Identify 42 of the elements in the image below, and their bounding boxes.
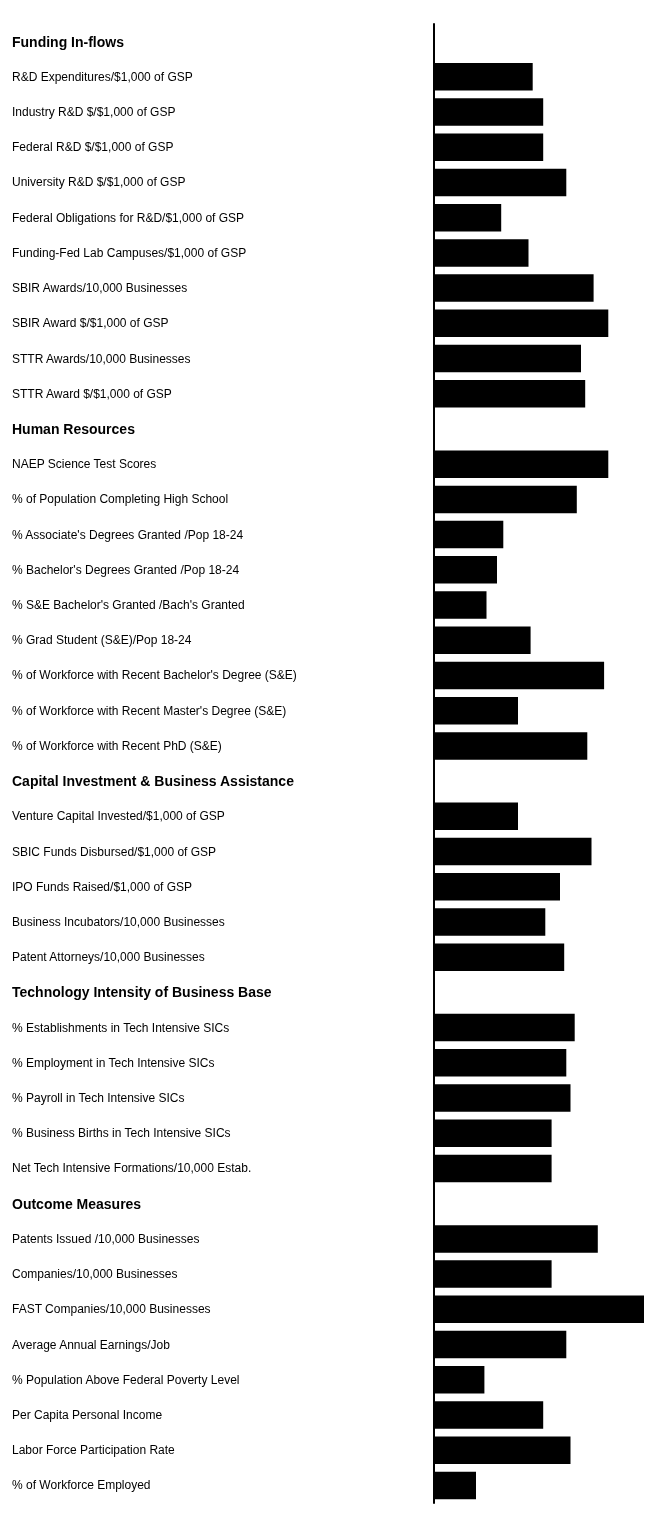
y-tick-label: % Grad Student (S&E)/Pop 18-24 — [12, 633, 192, 648]
y-tick-label: Patent Attorneys/10,000 Businesses — [12, 950, 205, 965]
y-tick-label: % of Workforce with Recent Bachelor's Degree (S&E) — [12, 668, 297, 683]
y-tick-label: Federal Obligations for R&D/$1,000 of GSP — [12, 210, 245, 225]
y-tick-label: Federal R&D $/$1,000 of GSP — [12, 140, 174, 155]
y-tick-label: Labor Force Participation Rate — [12, 1443, 176, 1458]
y-tick-label: % Population Above Federal Poverty Level — [12, 1372, 240, 1387]
y-tick-label: % of Workforce Employed — [12, 1478, 151, 1493]
y-tick-label: % of Workforce with Recent PhD (S&E) — [12, 738, 222, 753]
y-tick-label: Human Resources — [12, 420, 136, 437]
y-tick-label: Per Capita Personal Income — [12, 1407, 163, 1422]
y-tick-label: Patents Issued /10,000 Businesses — [12, 1231, 200, 1246]
y-tick-label: % of Population Completing High School — [12, 492, 229, 507]
y-tick-label: Venture Capital Invested/$1,000 of GSP — [12, 809, 225, 824]
y-tick-label: Capital Investment & Business Assistance — [12, 773, 295, 790]
y-tick-label: FAST Companies/10,000 Businesses — [12, 1302, 211, 1317]
y-tick-label: Funding In-flows — [12, 33, 125, 50]
y-tick-label: SBIR Awards/10,000 Businesses — [12, 281, 188, 296]
y-tick-label: SBIR Award $/$1,000 of GSP — [12, 316, 169, 331]
y-tick-label: % S&E Bachelor's Granted /Bach's Granted — [12, 598, 245, 613]
y-tick-label: % Business Births in Tech Intensive SICs — [12, 1126, 231, 1141]
y-tick-label: Technology Intensity of Business Base — [12, 984, 272, 1001]
y-tick-label: NAEP Science Test Scores — [12, 457, 157, 472]
y-tick-label: IPO Funds Raised/$1,000 of GSP — [12, 879, 193, 894]
y-tick-label: STTR Award $/$1,000 of GSP — [12, 386, 172, 401]
y-tick-label: SBIC Funds Disbursed/$1,000 of GSP — [12, 844, 217, 859]
y-tick-label: Business Incubators/10,000 Businesses — [12, 914, 225, 929]
y-tick-label: Average Annual Earnings/Job — [12, 1337, 171, 1352]
y-tick-label: University R&D $/$1,000 of GSP — [12, 175, 186, 190]
y-tick-label: STTR Awards/10,000 Businesses — [12, 351, 191, 366]
y-tick-label: % Payroll in Tech Intensive SICs — [12, 1091, 185, 1106]
y-tick-label: Outcome Measures — [12, 1195, 142, 1212]
y-tick-label: Net Tech Intensive Formations/10,000 Estab. — [12, 1161, 252, 1176]
y-tick-label: % Establishments in Tech Intensive SICs — [12, 1020, 230, 1035]
y-tick-label: % of Workforce with Recent Master's Degree (S&E) — [12, 703, 287, 718]
y-tick-label: % Employment in Tech Intensive SICs — [12, 1055, 215, 1070]
y-tick-label: % Associate's Degrees Granted /Pop 18-24 — [12, 527, 244, 542]
y-tick-label: R&D Expenditures/$1,000 of GSP — [12, 69, 193, 84]
y-tick-label: Companies/10,000 Businesses — [12, 1267, 178, 1282]
y-tick-label: Industry R&D $/$1,000 of GSP — [12, 105, 176, 120]
y-tick-label: % Bachelor's Degrees Granted /Pop 18-24 — [12, 562, 240, 577]
y-tick-label: Funding-Fed Lab Campuses/$1,000 of GSP — [12, 245, 247, 260]
